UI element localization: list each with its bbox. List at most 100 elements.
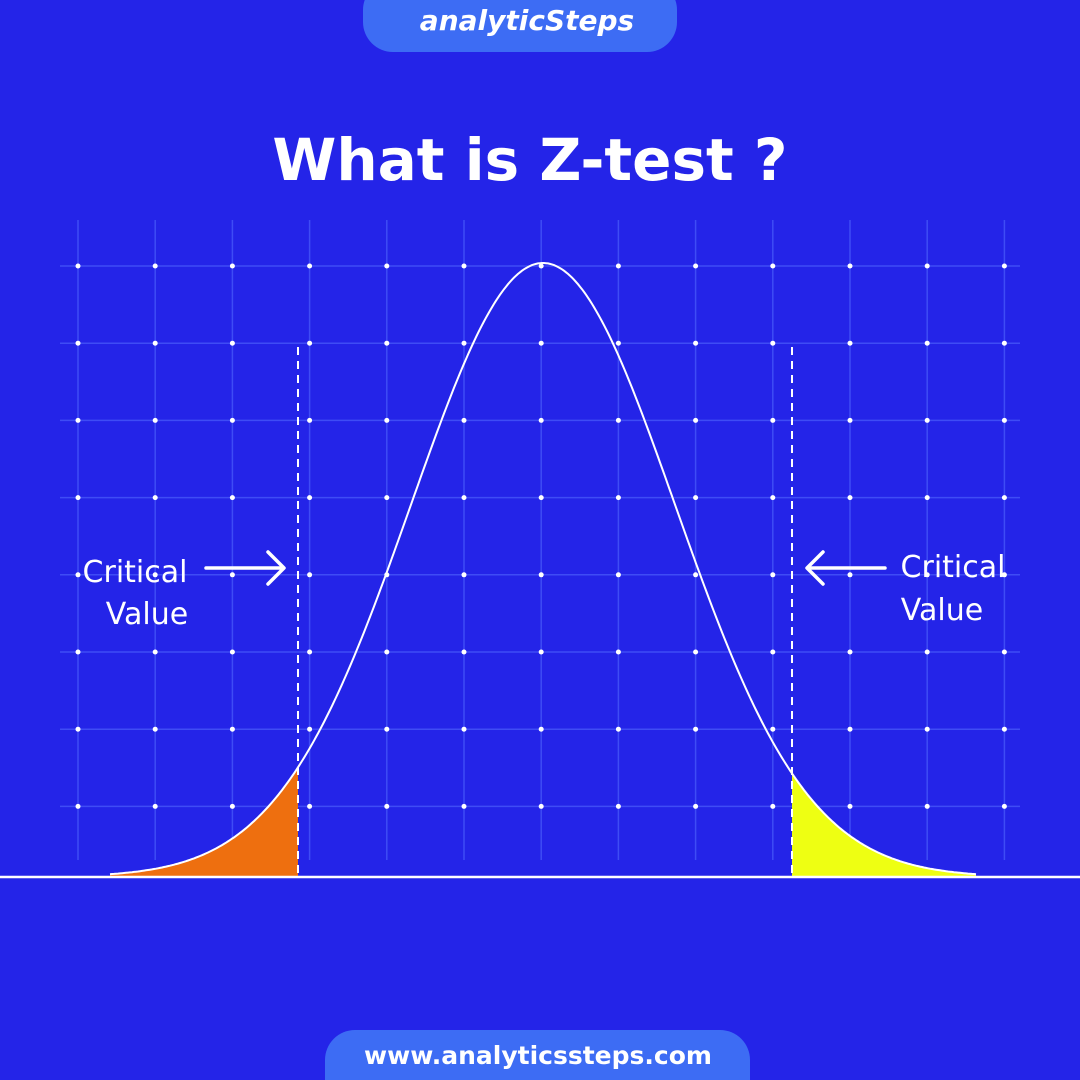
grid-dot <box>924 572 930 578</box>
grid-dot <box>1001 340 1007 346</box>
arrow <box>204 550 286 586</box>
grid-dot <box>693 726 699 732</box>
grid-dot <box>924 803 930 809</box>
grid-dot <box>1001 726 1007 732</box>
grid-dot <box>75 417 81 423</box>
grid-dot <box>461 803 467 809</box>
grid-dot <box>229 803 235 809</box>
grid-dot <box>693 417 699 423</box>
grid-dot <box>229 263 235 269</box>
right-tail <box>792 773 976 877</box>
grid-dot <box>152 263 158 269</box>
grid-dot <box>693 649 699 655</box>
grid-dot <box>75 495 81 501</box>
grid-dot <box>75 263 81 269</box>
dot-grid <box>60 220 1020 860</box>
grid-dot <box>307 649 313 655</box>
grid-dot <box>307 572 313 578</box>
grid-dot <box>770 340 776 346</box>
grid-dot <box>384 340 390 346</box>
grid-dot <box>847 495 853 501</box>
grid-dot <box>615 726 621 732</box>
grid-dot <box>1001 649 1007 655</box>
grid-dot <box>847 340 853 346</box>
grid-dot <box>770 572 776 578</box>
grid-dot <box>538 263 544 269</box>
grid-dot <box>847 417 853 423</box>
grid-dot <box>538 649 544 655</box>
grid-dot <box>461 263 467 269</box>
grid-dot <box>924 649 930 655</box>
grid-dot <box>229 572 235 578</box>
grid-dot <box>152 726 158 732</box>
grid-dot <box>75 649 81 655</box>
grid-dot <box>924 263 930 269</box>
grid-dot <box>1001 263 1007 269</box>
grid-dot <box>615 572 621 578</box>
grid-dot <box>461 340 467 346</box>
grid-dot <box>75 726 81 732</box>
annotation-line: Critical <box>83 555 188 590</box>
grid-dot <box>770 417 776 423</box>
grid-dot <box>1001 572 1007 578</box>
grid-dot <box>770 726 776 732</box>
grid-dot <box>847 572 853 578</box>
grid-dot <box>538 572 544 578</box>
grid-dot <box>924 495 930 501</box>
grid-dot <box>847 726 853 732</box>
grid-dot <box>1001 417 1007 423</box>
grid-dot <box>152 572 158 578</box>
grid-dot <box>461 495 467 501</box>
grid-dot <box>770 263 776 269</box>
grid-dot <box>384 495 390 501</box>
grid-dot <box>307 726 313 732</box>
grid-dot <box>693 572 699 578</box>
grid-dot <box>615 417 621 423</box>
grid-dot <box>538 803 544 809</box>
grid-dot <box>770 649 776 655</box>
grid-dot <box>924 417 930 423</box>
grid-dot <box>307 263 313 269</box>
grid-dot <box>384 803 390 809</box>
grid-dot <box>693 803 699 809</box>
grid-dot <box>615 263 621 269</box>
grid-dot <box>924 340 930 346</box>
title: What is Z-test ? <box>272 126 787 194</box>
grid-dot <box>152 340 158 346</box>
grid-dot <box>538 340 544 346</box>
grid-dot <box>229 340 235 346</box>
logo-pill <box>363 0 677 52</box>
grid-dot <box>307 417 313 423</box>
grid-dot <box>307 803 313 809</box>
grid-dot <box>615 649 621 655</box>
annotation-line: Value <box>106 597 188 632</box>
grid-dot <box>384 417 390 423</box>
grid-dot <box>924 726 930 732</box>
grid-dot <box>538 495 544 501</box>
grid-dot <box>615 803 621 809</box>
grid-dot <box>75 340 81 346</box>
grid-dot <box>615 495 621 501</box>
grid-dot <box>461 649 467 655</box>
grid-dot <box>770 803 776 809</box>
annotation-line: Critical <box>901 550 1006 585</box>
grid-dot <box>461 726 467 732</box>
grid-dot <box>229 495 235 501</box>
grid-dot <box>1001 495 1007 501</box>
grid-dot <box>75 803 81 809</box>
grid-dot <box>152 649 158 655</box>
grid-dot <box>152 803 158 809</box>
grid-dot <box>615 340 621 346</box>
grid-dot <box>229 726 235 732</box>
bell-curve <box>109 262 977 876</box>
grid-dot <box>384 263 390 269</box>
grid-dot <box>847 263 853 269</box>
grid-dot <box>847 649 853 655</box>
grid-dot <box>461 572 467 578</box>
footer-pill <box>325 1030 750 1080</box>
footer-url: www.analyticssteps.com <box>364 1041 712 1070</box>
grid-dot <box>693 340 699 346</box>
grid-dot <box>847 803 853 809</box>
